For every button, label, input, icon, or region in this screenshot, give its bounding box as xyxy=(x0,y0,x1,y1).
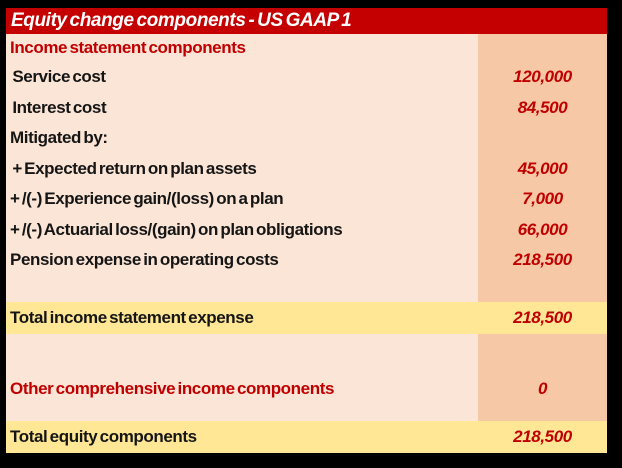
row-value: 84,500 xyxy=(478,92,607,123)
row-label: Mitigated by: xyxy=(10,128,108,148)
row-value: 66,000 xyxy=(478,214,607,245)
table-header-bar: Equity change components - US GAAP 1 xyxy=(6,8,607,34)
row-label: Total equity components xyxy=(10,427,197,446)
row-value: 218,500 xyxy=(513,427,572,446)
table-title: Equity change components - US GAAP 1 xyxy=(11,10,352,31)
row-income-statement-components: Income statement components xyxy=(6,34,607,62)
row-label: Pension expense in operating costs xyxy=(10,250,279,270)
spacer-row xyxy=(6,334,607,356)
row-value: 218,500 xyxy=(478,245,607,276)
row-total-equity-components: Total equity components 218,500 xyxy=(6,421,607,453)
row-actuarial-loss-gain: + /(-) Actuarial loss/(gain) on plan obl… xyxy=(6,214,607,245)
row-expected-return: + Expected return on plan assets 45,000 xyxy=(6,153,607,184)
row-label: Service cost xyxy=(10,67,106,87)
row-other-comprehensive-income: Other comprehensive income components 0 xyxy=(6,356,607,421)
row-service-cost: Service cost 120,000 xyxy=(6,62,607,93)
row-label: Total income statement expense xyxy=(10,308,254,327)
row-label: Interest cost xyxy=(10,97,107,117)
row-value: 45,000 xyxy=(478,153,607,184)
row-value: 7,000 xyxy=(478,184,607,215)
row-value: 218,500 xyxy=(513,308,572,327)
row-label: + Expected return on plan assets xyxy=(10,158,257,178)
row-value xyxy=(478,34,607,62)
row-value: 120,000 xyxy=(478,62,607,93)
spacer-row xyxy=(6,275,607,302)
equity-components-table: Equity change components - US GAAP 1 Inc… xyxy=(6,8,607,453)
row-value: 0 xyxy=(478,356,607,421)
row-label: Other comprehensive income components xyxy=(10,378,335,398)
row-mitigated-by: Mitigated by: xyxy=(6,123,607,154)
row-label: Income statement components xyxy=(10,38,246,57)
row-value xyxy=(478,275,607,302)
row-label: + /(-) Actuarial loss/(gain) on plan obl… xyxy=(10,219,343,239)
row-interest-cost: Interest cost 84,500 xyxy=(6,92,607,123)
row-value xyxy=(478,123,607,154)
row-total-income-statement-expense: Total income statement expense 218,500 xyxy=(6,302,607,334)
row-label: + /(-) Experience gain/(loss) on a plan xyxy=(10,189,284,209)
row-value xyxy=(478,334,607,356)
row-experience-gain-loss: + /(-) Experience gain/(loss) on a plan … xyxy=(6,184,607,215)
row-pension-expense: Pension expense in operating costs 218,5… xyxy=(6,245,607,276)
